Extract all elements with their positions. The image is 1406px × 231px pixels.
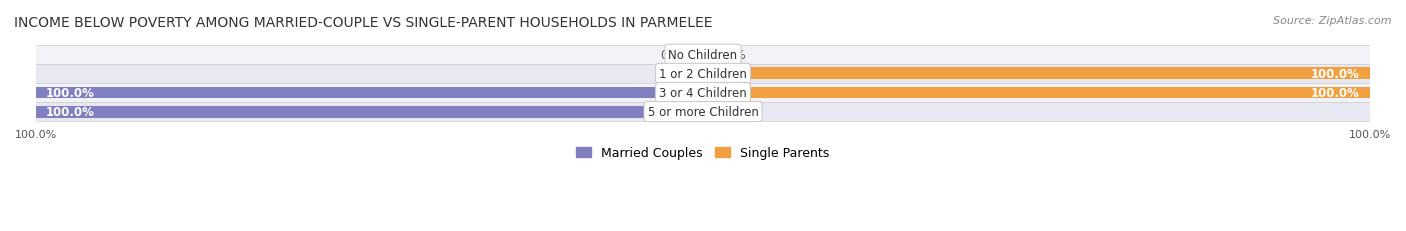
Bar: [37, 84, 1369, 103]
Text: Source: ZipAtlas.com: Source: ZipAtlas.com: [1274, 16, 1392, 26]
Text: 100.0%: 100.0%: [46, 106, 96, 119]
Text: 3 or 4 Children: 3 or 4 Children: [659, 87, 747, 100]
Text: 0.0%: 0.0%: [716, 49, 747, 61]
Bar: [37, 106, 703, 118]
Bar: [37, 64, 1369, 84]
Bar: [37, 103, 1369, 122]
Text: 5 or more Children: 5 or more Children: [648, 106, 758, 119]
Text: No Children: No Children: [668, 49, 738, 61]
Text: 1 or 2 Children: 1 or 2 Children: [659, 68, 747, 81]
Text: 0.0%: 0.0%: [659, 49, 690, 61]
Bar: [37, 87, 703, 99]
Bar: [703, 68, 1369, 80]
Text: 100.0%: 100.0%: [1310, 87, 1360, 100]
Bar: [37, 46, 1369, 64]
Legend: Married Couples, Single Parents: Married Couples, Single Parents: [572, 143, 834, 163]
Bar: [703, 87, 1369, 99]
Text: INCOME BELOW POVERTY AMONG MARRIED-COUPLE VS SINGLE-PARENT HOUSEHOLDS IN PARMELE: INCOME BELOW POVERTY AMONG MARRIED-COUPL…: [14, 16, 713, 30]
Text: 100.0%: 100.0%: [1310, 68, 1360, 81]
Text: 0.0%: 0.0%: [716, 106, 747, 119]
Text: 0.0%: 0.0%: [659, 68, 690, 81]
Text: 100.0%: 100.0%: [46, 87, 96, 100]
